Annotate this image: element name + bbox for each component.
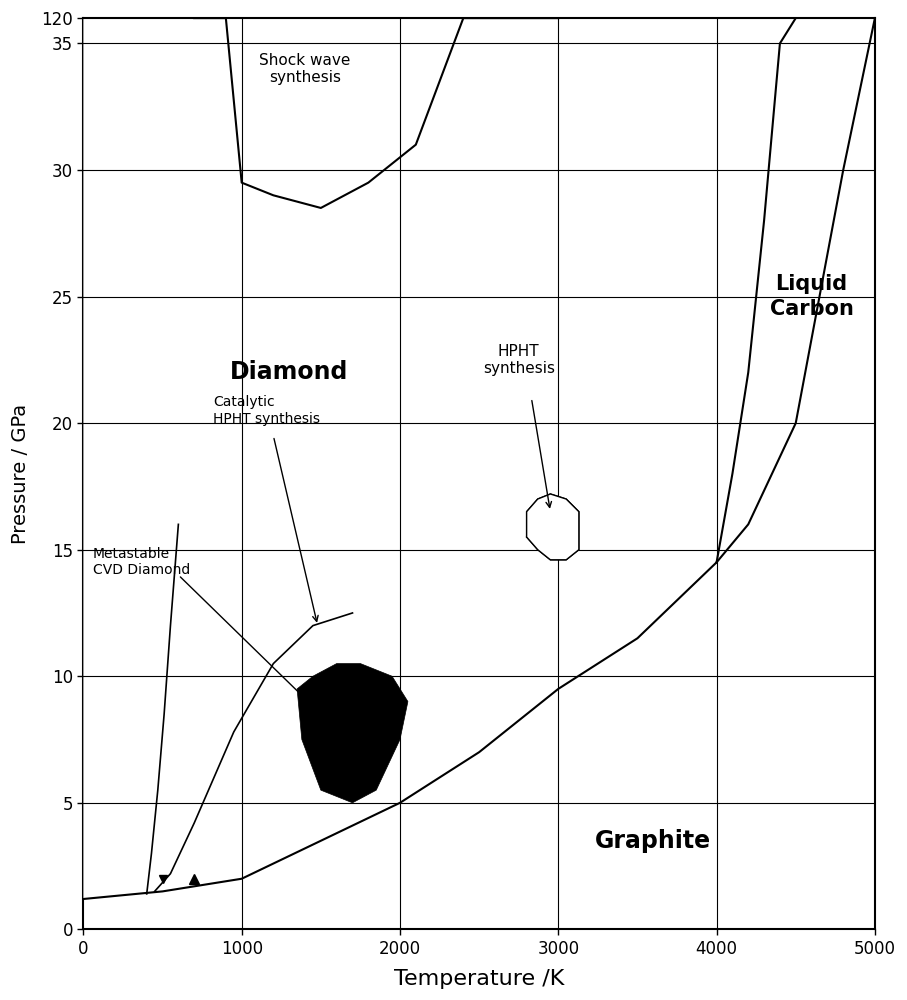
Text: Metastable
CVD Diamond: Metastable CVD Diamond <box>93 547 190 577</box>
X-axis label: Temperature /K: Temperature /K <box>394 969 564 989</box>
Text: Shock wave
synthesis: Shock wave synthesis <box>259 53 351 85</box>
Polygon shape <box>527 494 579 560</box>
Text: Graphite: Graphite <box>595 829 711 853</box>
Polygon shape <box>717 18 875 929</box>
Text: Catalytic
HPHT synthesis: Catalytic HPHT synthesis <box>213 395 320 426</box>
Text: Diamond: Diamond <box>230 360 348 384</box>
Polygon shape <box>297 664 408 803</box>
Text: HPHT
synthesis: HPHT synthesis <box>483 344 555 376</box>
Text: Liquid
Carbon: Liquid Carbon <box>770 274 853 319</box>
Polygon shape <box>83 18 875 899</box>
Y-axis label: Pressure / GPa: Pressure / GPa <box>11 404 30 544</box>
Polygon shape <box>83 18 875 929</box>
